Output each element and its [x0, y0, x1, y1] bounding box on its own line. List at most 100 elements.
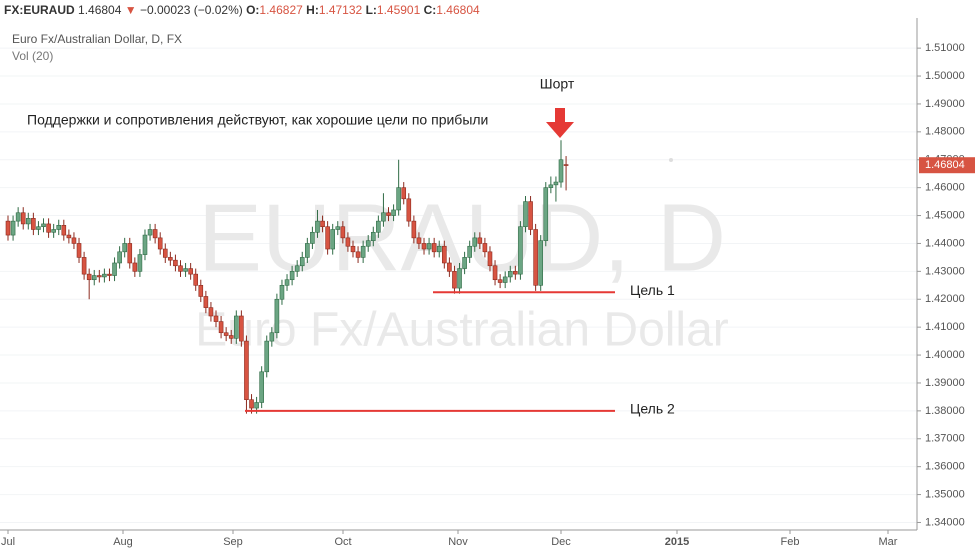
change: −0.00023 (−0.02%) [139, 3, 243, 17]
last: 1.46804 [78, 3, 122, 17]
candle-body [56, 225, 62, 230]
y-tick-label: 1.40000 [925, 349, 965, 361]
candle-body [472, 237, 478, 247]
symbol-header: FX:EURAUD 1.46804 ▼ −0.00023 (−0.02%) O:… [4, 3, 480, 17]
candle-body [97, 275, 102, 278]
ohlc-label: H: [306, 3, 319, 17]
candle-body [122, 243, 127, 253]
candle-body [137, 254, 143, 272]
candle-body [548, 184, 554, 188]
candle-body [132, 262, 138, 272]
ohlc-value: 1.46827 [259, 3, 303, 17]
legend: Euro Fx/Australian Dollar, D, FX [12, 32, 182, 46]
candle-body [411, 220, 417, 239]
y-tick-label: 1.45000 [925, 209, 965, 221]
candle-body [208, 307, 214, 317]
candle-body [310, 231, 315, 244]
candle-body [345, 237, 351, 247]
y-tick-label: 1.44000 [925, 237, 965, 249]
dot [669, 158, 673, 162]
candle-body [41, 223, 46, 228]
last-price-box [919, 157, 975, 174]
candle-body [558, 159, 564, 183]
candle-body [188, 268, 193, 275]
x-tick-label: 2015 [665, 536, 689, 548]
candle-body [350, 245, 356, 253]
candle-body [330, 229, 335, 250]
candle-body [533, 229, 538, 286]
candle-body [152, 229, 158, 239]
candle-body [71, 237, 77, 244]
candle-body [376, 220, 381, 233]
candle-body [553, 181, 559, 186]
candle-body [91, 275, 97, 281]
candle-body [61, 225, 67, 236]
candle-body [416, 237, 422, 244]
x-tick-label: Dec [551, 536, 571, 548]
axes: 1.34000 1.35000 1.36000 1.37000 1.38000 1.390… [1, 42, 975, 548]
candle-body [396, 187, 401, 211]
candle-body [117, 251, 122, 264]
candle-body [102, 273, 107, 278]
candle-body [294, 265, 300, 272]
candle-body [25, 218, 31, 225]
x-tick-label: Oct [334, 536, 351, 548]
candle-body [198, 285, 204, 297]
ohlc-value: 1.46804 [436, 3, 480, 17]
candle-body [436, 245, 442, 253]
y-tick-label: 1.39000 [925, 377, 965, 389]
arrow-down [546, 108, 574, 138]
x-tick-label: Jul [1, 536, 15, 548]
candle-body [168, 257, 173, 261]
candle-body [305, 243, 310, 258]
candle-body [477, 237, 483, 244]
candle-body [523, 201, 528, 228]
y-tick-label: 1.43000 [925, 265, 965, 277]
candle-body [299, 257, 305, 267]
candle-body [452, 271, 457, 289]
candle-body [218, 321, 224, 334]
candle-body [81, 257, 87, 275]
annotation: Поддержки и сопротивления действуют, как… [27, 112, 488, 128]
candle-body [5, 220, 11, 236]
candle-body [284, 279, 290, 286]
candle-body [462, 257, 467, 269]
y-tick-label: 1.37000 [925, 433, 965, 445]
candle-body [381, 212, 386, 222]
candle-body [31, 218, 36, 230]
candle-body [487, 251, 493, 267]
indicator: Vol (20) [12, 49, 53, 63]
candle-body [173, 259, 178, 267]
candle-body [203, 296, 209, 308]
y-tick-label: 1.35000 [925, 488, 965, 500]
candle-body [178, 265, 183, 272]
candle-body [239, 315, 244, 342]
ohlc-label: O: [246, 3, 260, 17]
x-tick-label: Sep [223, 536, 243, 548]
candle-body [289, 271, 295, 281]
candle-body [86, 273, 92, 281]
candle-body [76, 243, 82, 258]
candle-body [401, 187, 407, 200]
candle-body [355, 251, 361, 258]
candle-body [421, 243, 427, 250]
candle-body [213, 315, 219, 322]
candle-body [513, 271, 518, 275]
candle-body [259, 371, 264, 403]
symbol: FX:EURAUD [4, 3, 75, 17]
candle-body [112, 262, 117, 276]
candle-body [320, 220, 325, 228]
y-tick-label: 1.41000 [925, 321, 965, 333]
candle-body [15, 212, 21, 222]
candle-body [325, 226, 330, 250]
candle-body [543, 187, 549, 241]
candle-body [66, 234, 72, 239]
candle-body [497, 279, 503, 283]
ohlc-label: L: [365, 3, 377, 17]
candle-body [234, 315, 239, 339]
candle-body [279, 285, 285, 300]
candle-body [264, 340, 270, 373]
candle-body [482, 243, 488, 253]
